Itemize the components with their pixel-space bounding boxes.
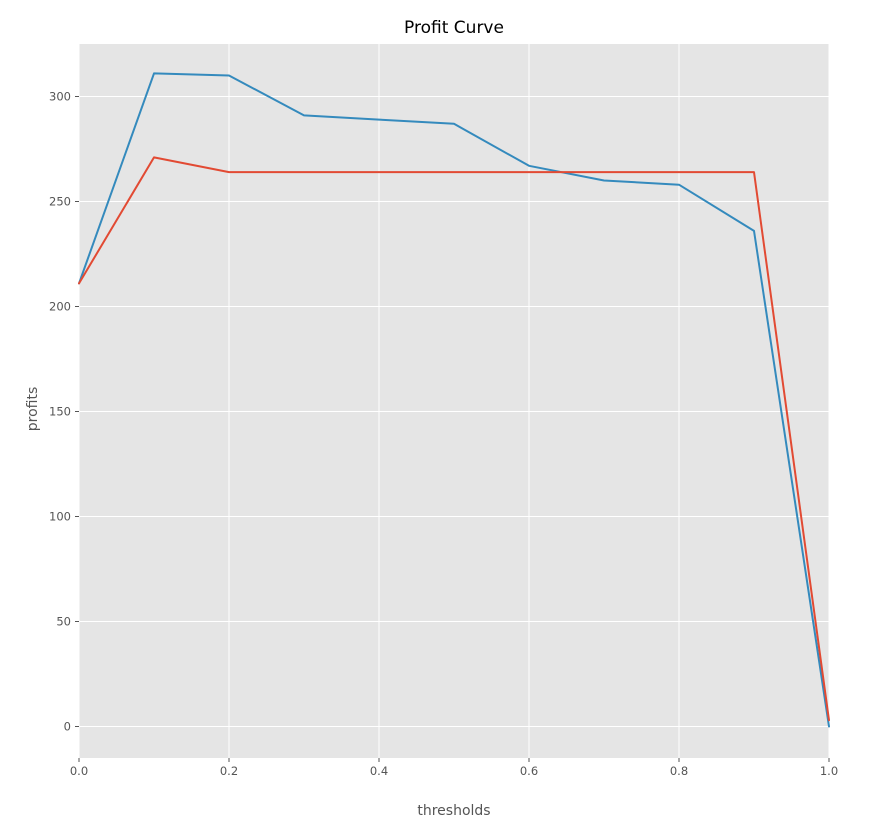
x-tick-label: 1.0 xyxy=(820,764,838,778)
x-tick-label: 0.6 xyxy=(520,764,538,778)
x-tick-labels: 0.0 0.2 0.4 0.6 0.8 1.0 xyxy=(70,758,838,778)
x-tick-label: 0.8 xyxy=(670,764,688,778)
y-tick-label: 0 xyxy=(64,720,71,734)
y-tick-label: 250 xyxy=(49,195,71,209)
x-tick-label: 0.4 xyxy=(370,764,388,778)
y-tick-label: 200 xyxy=(49,300,71,314)
chart-title: Profit Curve xyxy=(404,18,504,38)
x-axis-label: thresholds xyxy=(417,803,490,819)
grid-lines xyxy=(78,44,830,758)
x-tick-label: 0.0 xyxy=(70,764,88,778)
y-tick-label: 100 xyxy=(49,510,71,524)
y-tick-label: 150 xyxy=(49,405,71,419)
y-tick-label: 300 xyxy=(49,90,71,104)
y-axis-label: profits xyxy=(25,387,41,432)
y-tick-labels: 0 50 100 150 200 250 300 xyxy=(49,90,79,734)
series-layer xyxy=(78,72,830,728)
y-tick-label: 50 xyxy=(56,615,71,629)
x-tick-label: 0.2 xyxy=(220,764,238,778)
series-line-1 xyxy=(78,72,830,728)
plot-background xyxy=(79,44,829,758)
series-line-2 xyxy=(78,156,830,722)
